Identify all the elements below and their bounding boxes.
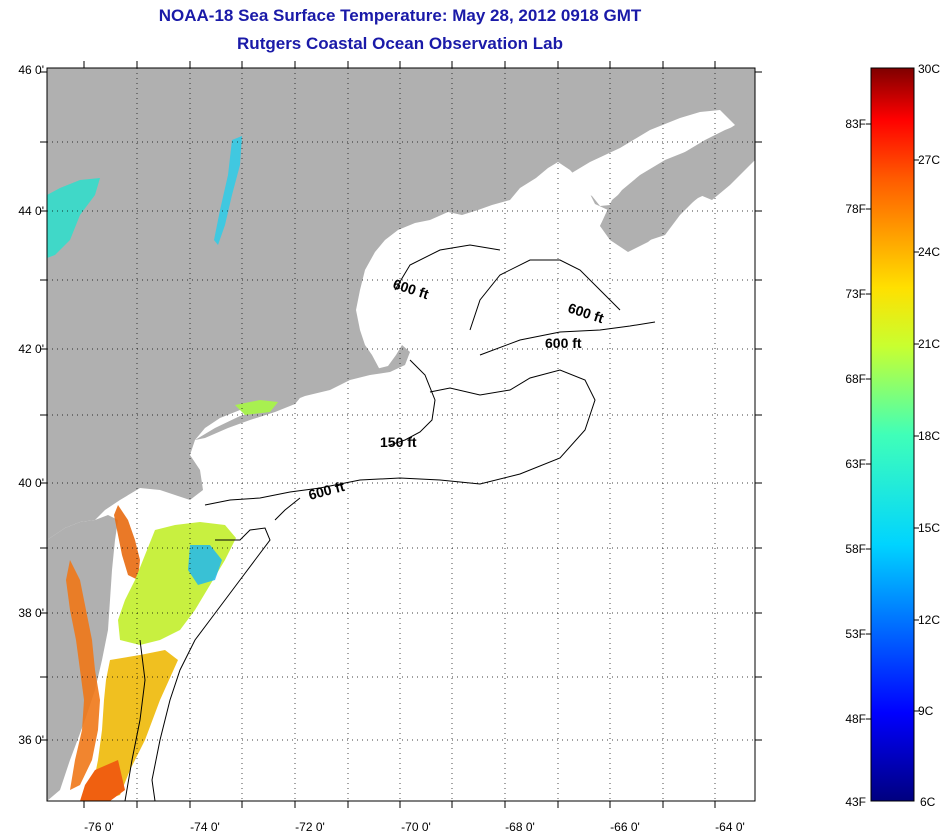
bay-of-fundy	[560, 110, 735, 206]
grid-lines	[47, 68, 755, 801]
contour-label: 150 ft	[380, 434, 417, 450]
sst-chesapeake	[66, 560, 100, 790]
land-nova-scotia	[600, 122, 755, 252]
bathymetry-contours	[124, 244, 656, 801]
contour-label: 600 ft	[545, 335, 582, 351]
sst-lake-champlain	[214, 136, 242, 245]
lon-label: -74 0'	[190, 820, 220, 834]
sst-delaware-bay	[114, 505, 140, 580]
colorbar-ticks	[866, 123, 919, 720]
colorbar-f-label: 68F	[845, 372, 866, 386]
lon-label: -66 0'	[610, 820, 640, 834]
lat-label: 38 0'	[18, 606, 44, 620]
colorbar-c-label: 18C	[918, 429, 940, 443]
sst-long-island-sound	[235, 400, 278, 415]
colorbar-c-label: 9C	[918, 704, 934, 718]
land-cape-cod	[370, 345, 410, 375]
colorbar-f-label: 53F	[845, 627, 866, 641]
lon-label: -70 0'	[401, 820, 431, 834]
colorbar-f-label: 63F	[845, 457, 866, 471]
colorbar-f-label: 58F	[845, 542, 866, 556]
colorbar-min-f-label: 43F	[845, 795, 866, 809]
lon-label: -64 0'	[715, 820, 745, 834]
sst-swath-cool	[188, 545, 222, 585]
map-title: NOAA-18 Sea Surface Temperature: May 28,…	[158, 6, 642, 25]
lat-label: 42 0'	[18, 342, 44, 356]
colorbar-f-label: 73F	[845, 287, 866, 301]
lat-label: 36 0'	[18, 733, 44, 747]
sst-cape-hatteras	[80, 760, 125, 801]
colorbar	[870, 67, 915, 802]
colorbar-c-label: 15C	[918, 521, 940, 535]
map-frame	[46, 67, 756, 802]
land-long-island	[195, 398, 300, 440]
sst-lake-ontario	[47, 178, 100, 258]
colorbar-f-label: 78F	[845, 202, 866, 216]
lon-label: -68 0'	[505, 820, 535, 834]
map-subtitle: Rutgers Coastal Ocean Observation Lab	[237, 34, 563, 53]
colorbar-c-label: 21C	[918, 337, 940, 351]
colorbar-c-label: 27C	[918, 153, 940, 167]
lon-label: -76 0'	[84, 820, 114, 834]
colorbar-f-label: 48F	[845, 712, 866, 726]
colorbar-c-label: 24C	[918, 245, 940, 259]
lat-label: 46 0'	[18, 63, 44, 77]
colorbar-f-label: 83F	[845, 117, 866, 131]
lat-label: 44 0'	[18, 204, 44, 218]
colorbar-min-c-label: 6C	[920, 795, 936, 809]
colorbar-max-label: 30C	[918, 62, 940, 76]
lat-label: 40 0'	[18, 476, 44, 490]
axis-ticks	[40, 61, 762, 808]
colorbar-c-label: 12C	[918, 613, 940, 627]
land-northeast	[47, 68, 755, 540]
lon-label: -72 0'	[295, 820, 325, 834]
